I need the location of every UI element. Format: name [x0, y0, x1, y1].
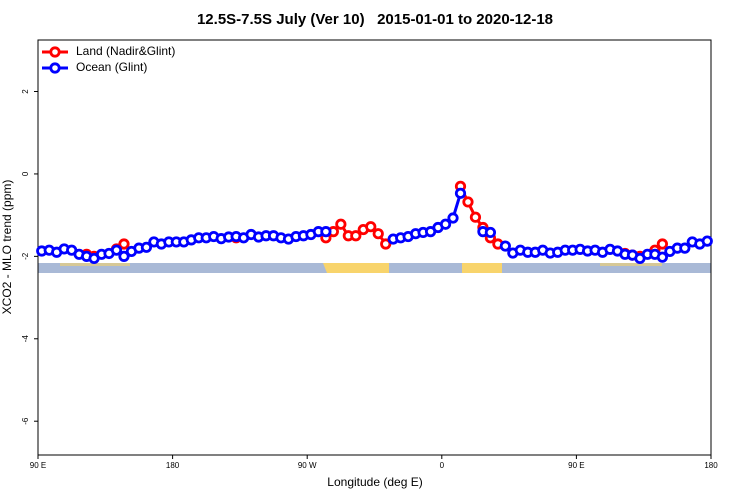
point	[335, 218, 347, 230]
point	[499, 240, 511, 252]
legend-marker	[49, 46, 61, 58]
y-tick-label: -6	[21, 417, 30, 425]
point	[469, 211, 482, 223]
point	[462, 196, 474, 208]
point	[447, 212, 459, 224]
land-ocean-strip	[38, 263, 711, 273]
y-tick-label: -2	[21, 252, 30, 260]
point	[372, 228, 384, 240]
point	[140, 241, 153, 253]
x-tick-label: 90 E	[568, 461, 584, 470]
point	[484, 226, 497, 239]
y-tick-label: 2	[21, 89, 30, 94]
point	[365, 221, 377, 233]
point	[118, 238, 130, 250]
point	[656, 238, 668, 250]
legend-label: Ocean (Glint)	[76, 60, 147, 74]
y-tick-label: 0	[21, 171, 30, 176]
point	[656, 251, 668, 263]
legend-marker	[49, 62, 61, 74]
x-tick-label: 180	[704, 461, 718, 470]
point	[701, 235, 713, 247]
point	[439, 218, 452, 230]
x-tick-label: 180	[166, 461, 180, 470]
point	[118, 250, 130, 262]
y-tick-label: -4	[21, 335, 30, 343]
point	[679, 242, 691, 254]
point	[350, 230, 362, 242]
point	[454, 187, 467, 199]
x-tick-label: 90 E	[30, 461, 46, 470]
y-axis-label: XCO2 - MLO trend (ppm)	[0, 180, 14, 315]
x-tick-label: 90 W	[298, 461, 317, 470]
point	[320, 226, 332, 238]
point	[380, 238, 392, 250]
chart-title: 12.5S-7.5S July (Ver 10) 2015-01-01 to 2…	[197, 11, 553, 28]
x-axis-label: Longitude (deg E)	[327, 475, 422, 489]
point	[110, 244, 123, 256]
legend-label: Land (Nadir&Glint)	[76, 44, 175, 58]
legend: Land (Nadir&Glint) Ocean (Glint)	[42, 44, 175, 74]
x-tick-label: 0	[440, 461, 445, 470]
